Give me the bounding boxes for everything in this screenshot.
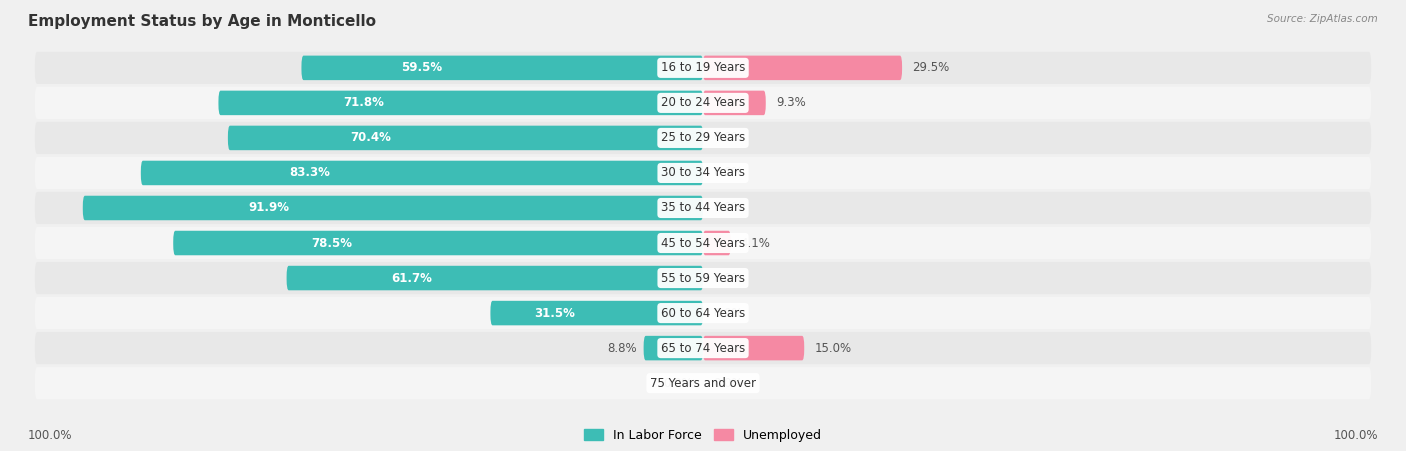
FancyBboxPatch shape (173, 231, 703, 255)
Text: 30 to 34 Years: 30 to 34 Years (661, 166, 745, 179)
Text: 0.0%: 0.0% (713, 272, 742, 285)
Text: Source: ZipAtlas.com: Source: ZipAtlas.com (1267, 14, 1378, 23)
Text: 100.0%: 100.0% (28, 429, 73, 442)
Text: 35 to 44 Years: 35 to 44 Years (661, 202, 745, 215)
FancyBboxPatch shape (287, 266, 703, 290)
FancyBboxPatch shape (35, 52, 1371, 84)
Text: 83.3%: 83.3% (290, 166, 330, 179)
FancyBboxPatch shape (228, 126, 703, 150)
Text: 0.0%: 0.0% (713, 377, 742, 390)
Text: 0.0%: 0.0% (713, 166, 742, 179)
FancyBboxPatch shape (703, 336, 804, 360)
Text: 75 Years and over: 75 Years and over (650, 377, 756, 390)
Text: 29.5%: 29.5% (912, 61, 949, 74)
Legend: In Labor Force, Unemployed: In Labor Force, Unemployed (579, 423, 827, 446)
Text: 25 to 29 Years: 25 to 29 Years (661, 131, 745, 144)
FancyBboxPatch shape (35, 157, 1371, 189)
Text: 31.5%: 31.5% (534, 307, 575, 320)
Text: 0.0%: 0.0% (713, 131, 742, 144)
FancyBboxPatch shape (35, 192, 1371, 224)
FancyBboxPatch shape (703, 91, 766, 115)
Text: 9.3%: 9.3% (776, 97, 806, 110)
Text: 45 to 54 Years: 45 to 54 Years (661, 236, 745, 249)
Text: Employment Status by Age in Monticello: Employment Status by Age in Monticello (28, 14, 377, 28)
FancyBboxPatch shape (83, 196, 703, 220)
Text: 0.0%: 0.0% (713, 307, 742, 320)
FancyBboxPatch shape (141, 161, 703, 185)
FancyBboxPatch shape (35, 332, 1371, 364)
Text: 4.1%: 4.1% (741, 236, 770, 249)
Text: 70.4%: 70.4% (350, 131, 391, 144)
Text: 65 to 74 Years: 65 to 74 Years (661, 341, 745, 354)
Text: 0.0%: 0.0% (713, 202, 742, 215)
Text: 16 to 19 Years: 16 to 19 Years (661, 61, 745, 74)
Text: 100.0%: 100.0% (1333, 429, 1378, 442)
FancyBboxPatch shape (703, 231, 731, 255)
FancyBboxPatch shape (35, 262, 1371, 294)
Text: 20 to 24 Years: 20 to 24 Years (661, 97, 745, 110)
Text: 15.0%: 15.0% (814, 341, 852, 354)
FancyBboxPatch shape (703, 55, 903, 80)
Text: 55 to 59 Years: 55 to 59 Years (661, 272, 745, 285)
Text: 60 to 64 Years: 60 to 64 Years (661, 307, 745, 320)
FancyBboxPatch shape (35, 227, 1371, 259)
FancyBboxPatch shape (491, 301, 703, 325)
Text: 8.8%: 8.8% (607, 341, 637, 354)
FancyBboxPatch shape (644, 336, 703, 360)
FancyBboxPatch shape (35, 297, 1371, 329)
Text: 59.5%: 59.5% (401, 61, 443, 74)
Text: 71.8%: 71.8% (343, 97, 384, 110)
FancyBboxPatch shape (35, 122, 1371, 154)
Text: 61.7%: 61.7% (391, 272, 432, 285)
FancyBboxPatch shape (218, 91, 703, 115)
Text: 0.0%: 0.0% (664, 377, 693, 390)
FancyBboxPatch shape (35, 87, 1371, 119)
Text: 78.5%: 78.5% (312, 236, 353, 249)
FancyBboxPatch shape (35, 367, 1371, 399)
FancyBboxPatch shape (301, 55, 703, 80)
Text: 91.9%: 91.9% (249, 202, 290, 215)
